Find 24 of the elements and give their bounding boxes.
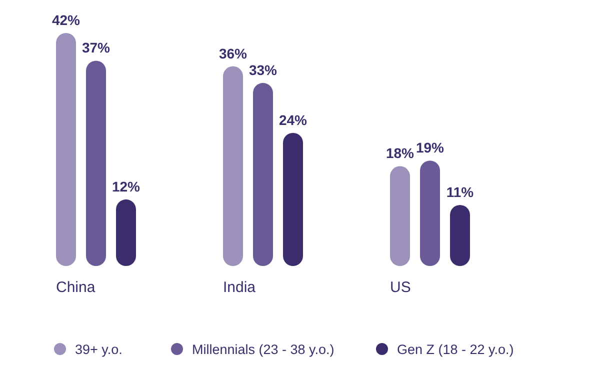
x-tick-label: US — [390, 279, 411, 296]
data-label: 11% — [446, 184, 474, 200]
data-label: 36% — [218, 45, 248, 62]
data-label: 24% — [278, 112, 308, 128]
bar — [450, 204, 470, 266]
data-label: 42% — [52, 12, 81, 28]
bar — [283, 132, 303, 266]
bar — [390, 166, 410, 266]
bar — [56, 33, 76, 266]
bar — [223, 66, 243, 266]
bar — [253, 82, 273, 266]
bar — [420, 160, 440, 266]
x-tick-label: India — [223, 279, 256, 296]
data-label: 37% — [82, 40, 111, 56]
legend-label: 39+ y.o. — [75, 342, 122, 357]
data-label: 18% — [386, 145, 415, 162]
x-tick-label: China — [56, 279, 96, 296]
legend-label: Millennials (23 - 38 y.o.) — [192, 342, 334, 357]
data-label: 12% — [112, 178, 141, 194]
data-label: 33% — [248, 62, 278, 78]
bar — [116, 199, 136, 266]
data-label: 19% — [416, 140, 445, 156]
bar — [86, 60, 106, 266]
legend-label: Gen Z (18 - 22 y.o.) — [397, 342, 514, 357]
